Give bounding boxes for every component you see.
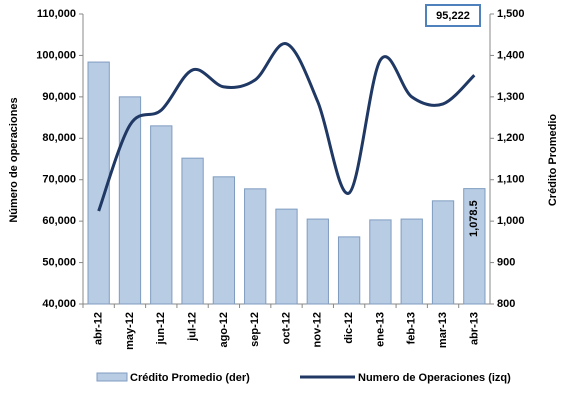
y-tick-label: 70,000 xyxy=(42,174,76,186)
y-tick-label: 110,000 xyxy=(37,8,76,20)
bar-value-label: 1,078.5 xyxy=(468,200,480,237)
bar xyxy=(275,208,298,305)
y-axis-title: Número de operaciones xyxy=(8,97,20,222)
bar xyxy=(150,125,173,305)
x-tick-label: may-12 xyxy=(124,312,136,350)
y-tick-label: 60,000 xyxy=(42,215,76,227)
y2-tick-label: 1,400 xyxy=(497,49,525,61)
x-tick-label: jul-12 xyxy=(186,312,198,342)
bar xyxy=(306,218,329,305)
x-tick-label: abr-12 xyxy=(93,312,105,345)
bar xyxy=(181,157,204,305)
legend-label: Numero de Operaciones (izq) xyxy=(358,372,511,384)
line xyxy=(97,42,476,212)
y2-tick-label: 1,000 xyxy=(497,215,525,227)
bar xyxy=(369,219,392,305)
bar xyxy=(463,188,486,305)
x-tick-label: oct-12 xyxy=(280,312,292,344)
y-tick-label: 80,000 xyxy=(42,132,76,144)
x-tick-label: nov-12 xyxy=(312,312,324,347)
y2-tick-label: 1,300 xyxy=(497,91,525,103)
bar xyxy=(212,176,236,305)
y2-tick-label: 1,500 xyxy=(497,8,525,20)
x-tick-label: ago-12 xyxy=(218,312,230,347)
bar xyxy=(337,236,361,305)
bar xyxy=(87,61,110,305)
y-tick-label: 50,000 xyxy=(42,256,76,268)
bar xyxy=(431,200,455,305)
bar xyxy=(400,218,423,305)
bar xyxy=(118,96,142,305)
x-tick-label: ene-13 xyxy=(374,312,386,347)
bar xyxy=(244,188,267,305)
legend-label: Crédito Promedio (der) xyxy=(130,372,250,384)
x-tick-label: sep-12 xyxy=(249,312,261,347)
y2-tick-label: 800 xyxy=(497,298,515,310)
y2-axis-title: Crédito Promedio xyxy=(547,114,559,207)
y2-tick-label: 900 xyxy=(497,256,515,268)
x-tick-label: feb-13 xyxy=(406,312,418,344)
y2-tick-label: 1,100 xyxy=(497,174,525,186)
legend-swatch xyxy=(96,372,128,382)
y-tick-label: 40,000 xyxy=(42,298,76,310)
y-tick-label: 100,000 xyxy=(36,49,76,61)
x-tick-label: mar-13 xyxy=(437,312,449,348)
x-tick-label: jun-12 xyxy=(155,312,167,345)
line-value-label: 95,222 xyxy=(436,10,470,22)
x-tick-label: abr-13 xyxy=(468,312,480,345)
y2-tick-label: 1,200 xyxy=(497,132,525,144)
y-tick-label: 90,000 xyxy=(42,91,76,103)
x-tick-label: dic-12 xyxy=(343,312,355,344)
value-label-box xyxy=(425,4,481,27)
